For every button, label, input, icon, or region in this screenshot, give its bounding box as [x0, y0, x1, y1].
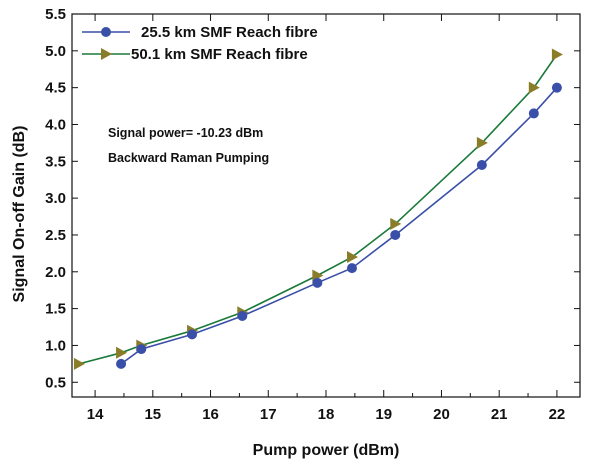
annotation-signal-power: Signal power= -10.23 dBm — [108, 126, 263, 140]
legend: 25.5 km SMF Reach fibre 50.1 km SMF Reac… — [82, 24, 318, 63]
y-tick-label: 3.5 — [45, 153, 66, 170]
x-axis: 14 15 16 17 18 19 20 21 22 — [87, 14, 566, 423]
data-point-series-2 — [528, 81, 540, 94]
legend-label-1: 25.5 km SMF Reach fibre — [141, 24, 318, 41]
annotation-pumping: Backward Raman Pumping — [108, 151, 269, 165]
y-tick-label: 4.5 — [45, 80, 66, 97]
y-tick-label: 4.0 — [45, 116, 66, 133]
y-tick-label: 2.5 — [45, 227, 66, 244]
y-tick-label: 1.0 — [45, 337, 66, 354]
y-tick-label: 5.0 — [45, 43, 66, 60]
x-axis-title: Pump power (dBm) — [253, 442, 400, 459]
series-line-2 — [78, 54, 558, 365]
legend-marker-1 — [101, 27, 111, 37]
x-tick-label: 16 — [202, 406, 219, 423]
data-point-series-1 — [312, 277, 323, 288]
x-tick-label: 19 — [375, 406, 392, 423]
data-point-series-1 — [346, 263, 357, 274]
data-point-series-2 — [346, 251, 358, 264]
data-point-series-2 — [390, 217, 402, 230]
x-tick-label: 22 — [549, 406, 566, 423]
data-point-series-1 — [476, 159, 487, 170]
data-point-series-2 — [551, 48, 563, 61]
y-tick-label: 1.5 — [45, 301, 66, 318]
data-point-series-1 — [237, 310, 248, 321]
data-point-series-2 — [476, 136, 488, 149]
data-point-series-2 — [116, 346, 128, 359]
y-axis: 0.5 1.0 1.5 2.0 2.5 3.0 3.5 4.0 4.5 5.0 5.5 — [45, 6, 580, 391]
y-tick-label: 5.5 — [45, 6, 66, 23]
x-tick-label: 21 — [491, 406, 508, 423]
x-tick-label: 15 — [144, 406, 161, 423]
data-point-series-2 — [73, 357, 85, 370]
legend-marker-2 — [101, 48, 112, 60]
y-tick-label: 2.0 — [45, 264, 66, 281]
x-tick-label: 20 — [433, 406, 450, 423]
series-line-1 — [120, 87, 558, 365]
x-tick-label: 17 — [260, 406, 277, 423]
x-tick-label: 14 — [87, 406, 104, 423]
data-point-series-1 — [187, 329, 198, 340]
data-point-series-1 — [136, 344, 147, 355]
data-point-series-1 — [551, 82, 562, 93]
plot-frame — [71, 13, 581, 398]
series-layer — [73, 48, 563, 370]
y-tick-label: 0.5 — [45, 374, 66, 391]
legend-label-2: 50.1 km SMF Reach fibre — [131, 46, 308, 63]
data-point-series-1 — [528, 108, 539, 119]
data-point-series-1 — [390, 229, 401, 240]
data-point-series-1 — [116, 358, 127, 369]
y-tick-label: 3.0 — [45, 190, 66, 207]
y-axis-title: Signal On-off Gain (dB) — [11, 126, 28, 303]
x-tick-label: 18 — [318, 406, 335, 423]
